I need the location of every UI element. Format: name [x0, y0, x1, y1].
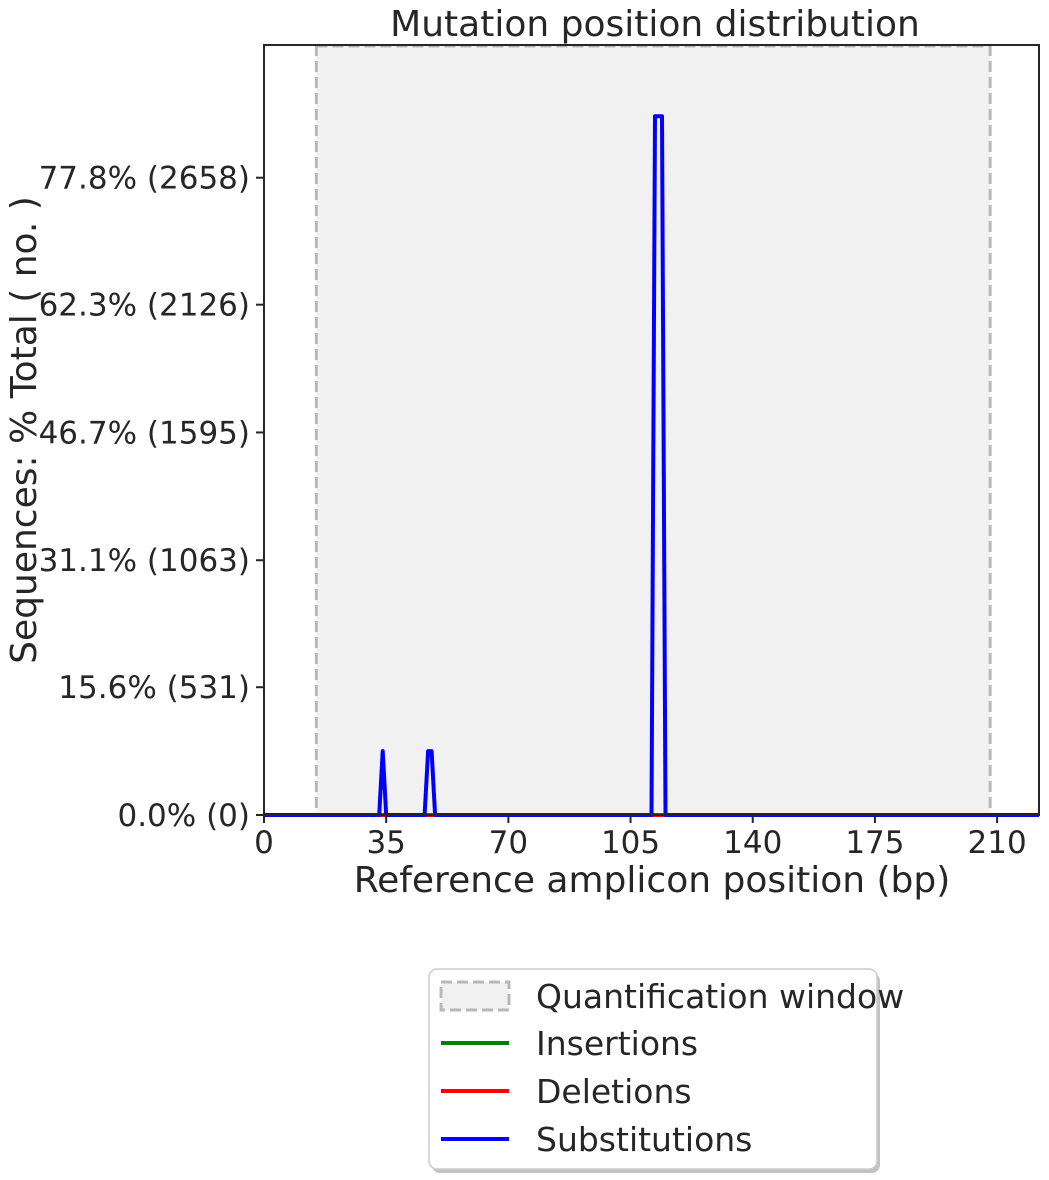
y-tick-label: 62.3% (2126) [39, 288, 250, 324]
y-tick-label: 46.7% (1595) [39, 415, 250, 451]
y-tick-label: 31.1% (1063) [39, 543, 250, 579]
x-tick-label: 210 [968, 825, 1027, 861]
x-tick-label: 175 [845, 825, 904, 861]
chart-title: Mutation position distribution [390, 4, 920, 45]
y-tick-label: 15.6% (531) [58, 670, 250, 706]
legend-label: Quantification window [536, 977, 904, 1016]
legend-label: Deletions [536, 1072, 692, 1111]
x-tick-label: 70 [489, 825, 528, 861]
legend-swatch-quantification-window [439, 980, 511, 1012]
x-axis-label: Reference amplicon position (bp) [354, 860, 951, 901]
x-tick-label: 105 [601, 825, 660, 861]
x-tick-label: 35 [366, 825, 405, 861]
axes-frame [263, 44, 1040, 816]
series-line-substitutions [264, 114, 1039, 817]
legend-label: Substitutions [536, 1120, 752, 1159]
plot-area: 0 35 70 105 140 175 210 0.0% (0) 15.6% (531) 31.1… [39, 44, 1040, 861]
y-tick-label: 0.0% (0) [117, 798, 250, 834]
x-tick-label: 0 [254, 825, 274, 861]
legend-label: Insertions [536, 1024, 698, 1063]
legend-box [428, 968, 878, 1170]
x-tick-label: 140 [723, 825, 782, 861]
legend: Quantification window Insertions Deletions… [428, 968, 904, 1173]
y-tick-label: 77.8% (2658) [39, 161, 250, 197]
y-axis-label: Sequences: % Total ( no. ) [4, 196, 45, 664]
